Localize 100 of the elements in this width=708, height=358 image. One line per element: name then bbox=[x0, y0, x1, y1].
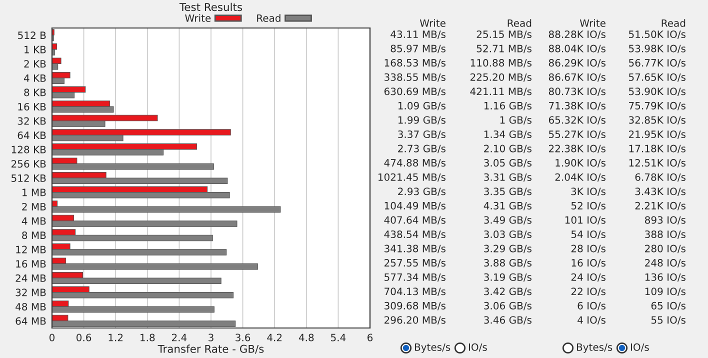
x-tick-label: 4.8 bbox=[298, 334, 314, 342]
text: 80.73K IO/s bbox=[548, 88, 606, 96]
text: 577.34 MB/s bbox=[384, 273, 446, 282]
text: 21.95K IO/s bbox=[628, 130, 686, 139]
x-tick-label: 4.2 bbox=[267, 334, 282, 342]
text: 12.51K IO/s bbox=[629, 159, 686, 168]
text: 168.53 MB/s bbox=[384, 59, 446, 68]
text: 1.16 GB/s bbox=[484, 102, 532, 110]
text: 3.37 GB/s bbox=[398, 130, 446, 139]
y-tick-label: 64 MB bbox=[16, 317, 46, 325]
text: 53.90K IO/s bbox=[629, 88, 686, 96]
y-tick-label: 16 MB bbox=[16, 260, 46, 268]
text: 88.28K IO/s bbox=[548, 30, 606, 39]
text: 225.20 MB/s bbox=[470, 73, 532, 82]
text: 3.05 GB/s bbox=[484, 159, 532, 168]
category-label: Read bbox=[662, 19, 686, 27]
text: 6 IO/s bbox=[578, 302, 606, 310]
x-tick-label: 3.6 bbox=[236, 334, 250, 342]
text: 51.50K IO/s bbox=[629, 30, 686, 39]
y-tick-label: 16 KB bbox=[18, 102, 46, 111]
text: 388 IO/s bbox=[645, 230, 686, 239]
x-tick-label: 0.6 bbox=[76, 334, 92, 342]
text: 3.46 GB/s bbox=[484, 316, 532, 325]
y-tick-label: 32 MB bbox=[16, 288, 46, 296]
text: 4 IO/s bbox=[578, 316, 606, 325]
y-tick-label: 8 KB bbox=[24, 88, 46, 96]
y-tick-label: 2 KB bbox=[24, 60, 46, 68]
text: 16 IO/s bbox=[572, 259, 606, 268]
text: 85.97 MB/s bbox=[390, 44, 446, 54]
text: 57.65K IO/s bbox=[629, 73, 686, 82]
y-tick-label: 256 KB bbox=[11, 160, 46, 168]
legend-label: Read bbox=[257, 14, 280, 22]
legend-label: Write bbox=[185, 14, 211, 22]
x-axis-title: Transfer Rate - GB/s bbox=[158, 344, 264, 354]
x-tick-label: 3 bbox=[208, 334, 214, 342]
text: 52 IO/s bbox=[571, 202, 606, 210]
text: 3.88 GB/s bbox=[484, 259, 532, 268]
text: 56.77K IO/s bbox=[629, 59, 686, 68]
text: 2.04K IO/s bbox=[555, 173, 606, 182]
text: 893 IO/s bbox=[645, 216, 686, 225]
text: 2.10 GB/s bbox=[484, 144, 532, 154]
y-tick-label: 64 KB bbox=[18, 132, 46, 140]
text: 3.31 GB/s bbox=[484, 173, 532, 182]
text: 22 IO/s bbox=[571, 288, 606, 296]
text: IO/s bbox=[630, 343, 649, 352]
text: 32.85K IO/s bbox=[629, 116, 686, 125]
text: 22.38K IO/s bbox=[548, 144, 606, 154]
category-label: Write bbox=[580, 19, 606, 27]
text: 280 IO/s bbox=[645, 244, 686, 254]
x-tick-label: 2.4 bbox=[172, 334, 187, 342]
text: 101 IO/s bbox=[565, 216, 606, 225]
y-tick-label: 2 MB bbox=[22, 202, 46, 210]
text: 438.54 MB/s bbox=[384, 230, 446, 239]
y-tick-label: 4 MB bbox=[22, 217, 46, 225]
text: 17.18K IO/s bbox=[629, 144, 686, 154]
text: 257.55 MB/s bbox=[384, 259, 446, 268]
text: 704.13 MB/s bbox=[384, 288, 446, 296]
text: 341.38 MB/s bbox=[384, 244, 446, 254]
text: 6.78K IO/s bbox=[635, 173, 686, 182]
text: 2.93 GB/s bbox=[398, 188, 446, 196]
category-label: Write bbox=[420, 19, 446, 27]
text: 24 IO/s bbox=[571, 273, 606, 282]
text: 104.49 MB/s bbox=[384, 202, 446, 210]
y-tick-label: 24 MB bbox=[16, 274, 46, 282]
chart-title: Test Results bbox=[179, 2, 242, 12]
y-tick-label: 512 B bbox=[18, 32, 46, 40]
text: 3.49 GB/s bbox=[484, 216, 532, 225]
y-tick-label: 4 KB bbox=[24, 74, 46, 82]
text: 309.68 MB/s bbox=[384, 302, 446, 310]
text: 296.20 MB/s bbox=[384, 316, 446, 325]
text: 28 IO/s bbox=[571, 244, 606, 254]
text: 3.43K IO/s bbox=[635, 188, 686, 196]
text: 421.11 MB/s bbox=[470, 88, 532, 96]
y-tick-label: 48 MB bbox=[16, 302, 46, 311]
text: 407.64 MB/s bbox=[384, 216, 446, 225]
text: 3.19 GB/s bbox=[484, 273, 532, 282]
text: 338.55 MB/s bbox=[384, 73, 446, 82]
text: 3.06 GB/s bbox=[484, 302, 532, 310]
y-tick-label: 12 MB bbox=[16, 246, 46, 254]
text: 65 IO/s bbox=[651, 302, 686, 310]
text: 55.27K IO/s bbox=[549, 130, 606, 139]
text: 52.71 MB/s bbox=[476, 44, 532, 54]
text: 109 IO/s bbox=[645, 288, 686, 296]
text: 54 IO/s bbox=[571, 230, 606, 239]
text: 25.15 MB/s bbox=[476, 30, 532, 39]
text: 55 IO/s bbox=[651, 316, 686, 325]
text: IO/s bbox=[468, 343, 487, 352]
text: 88.04K IO/s bbox=[548, 44, 606, 54]
text: 86.29K IO/s bbox=[548, 59, 606, 68]
text: 53.98K IO/s bbox=[629, 44, 686, 54]
text: 3.29 GB/s bbox=[484, 244, 532, 254]
y-tick-label: 1 KB bbox=[24, 46, 46, 54]
text: 1.90K IO/s bbox=[556, 159, 606, 168]
text: 3.42 GB/s bbox=[484, 288, 532, 296]
text: 75.79K IO/s bbox=[629, 102, 686, 110]
y-tick-label: 512 KB bbox=[12, 174, 46, 182]
text: 110.88 MB/s bbox=[470, 59, 532, 68]
x-tick-label: 0 bbox=[49, 334, 55, 342]
text: 474.88 MB/s bbox=[384, 159, 446, 168]
y-tick-label: 32 KB bbox=[18, 117, 46, 125]
